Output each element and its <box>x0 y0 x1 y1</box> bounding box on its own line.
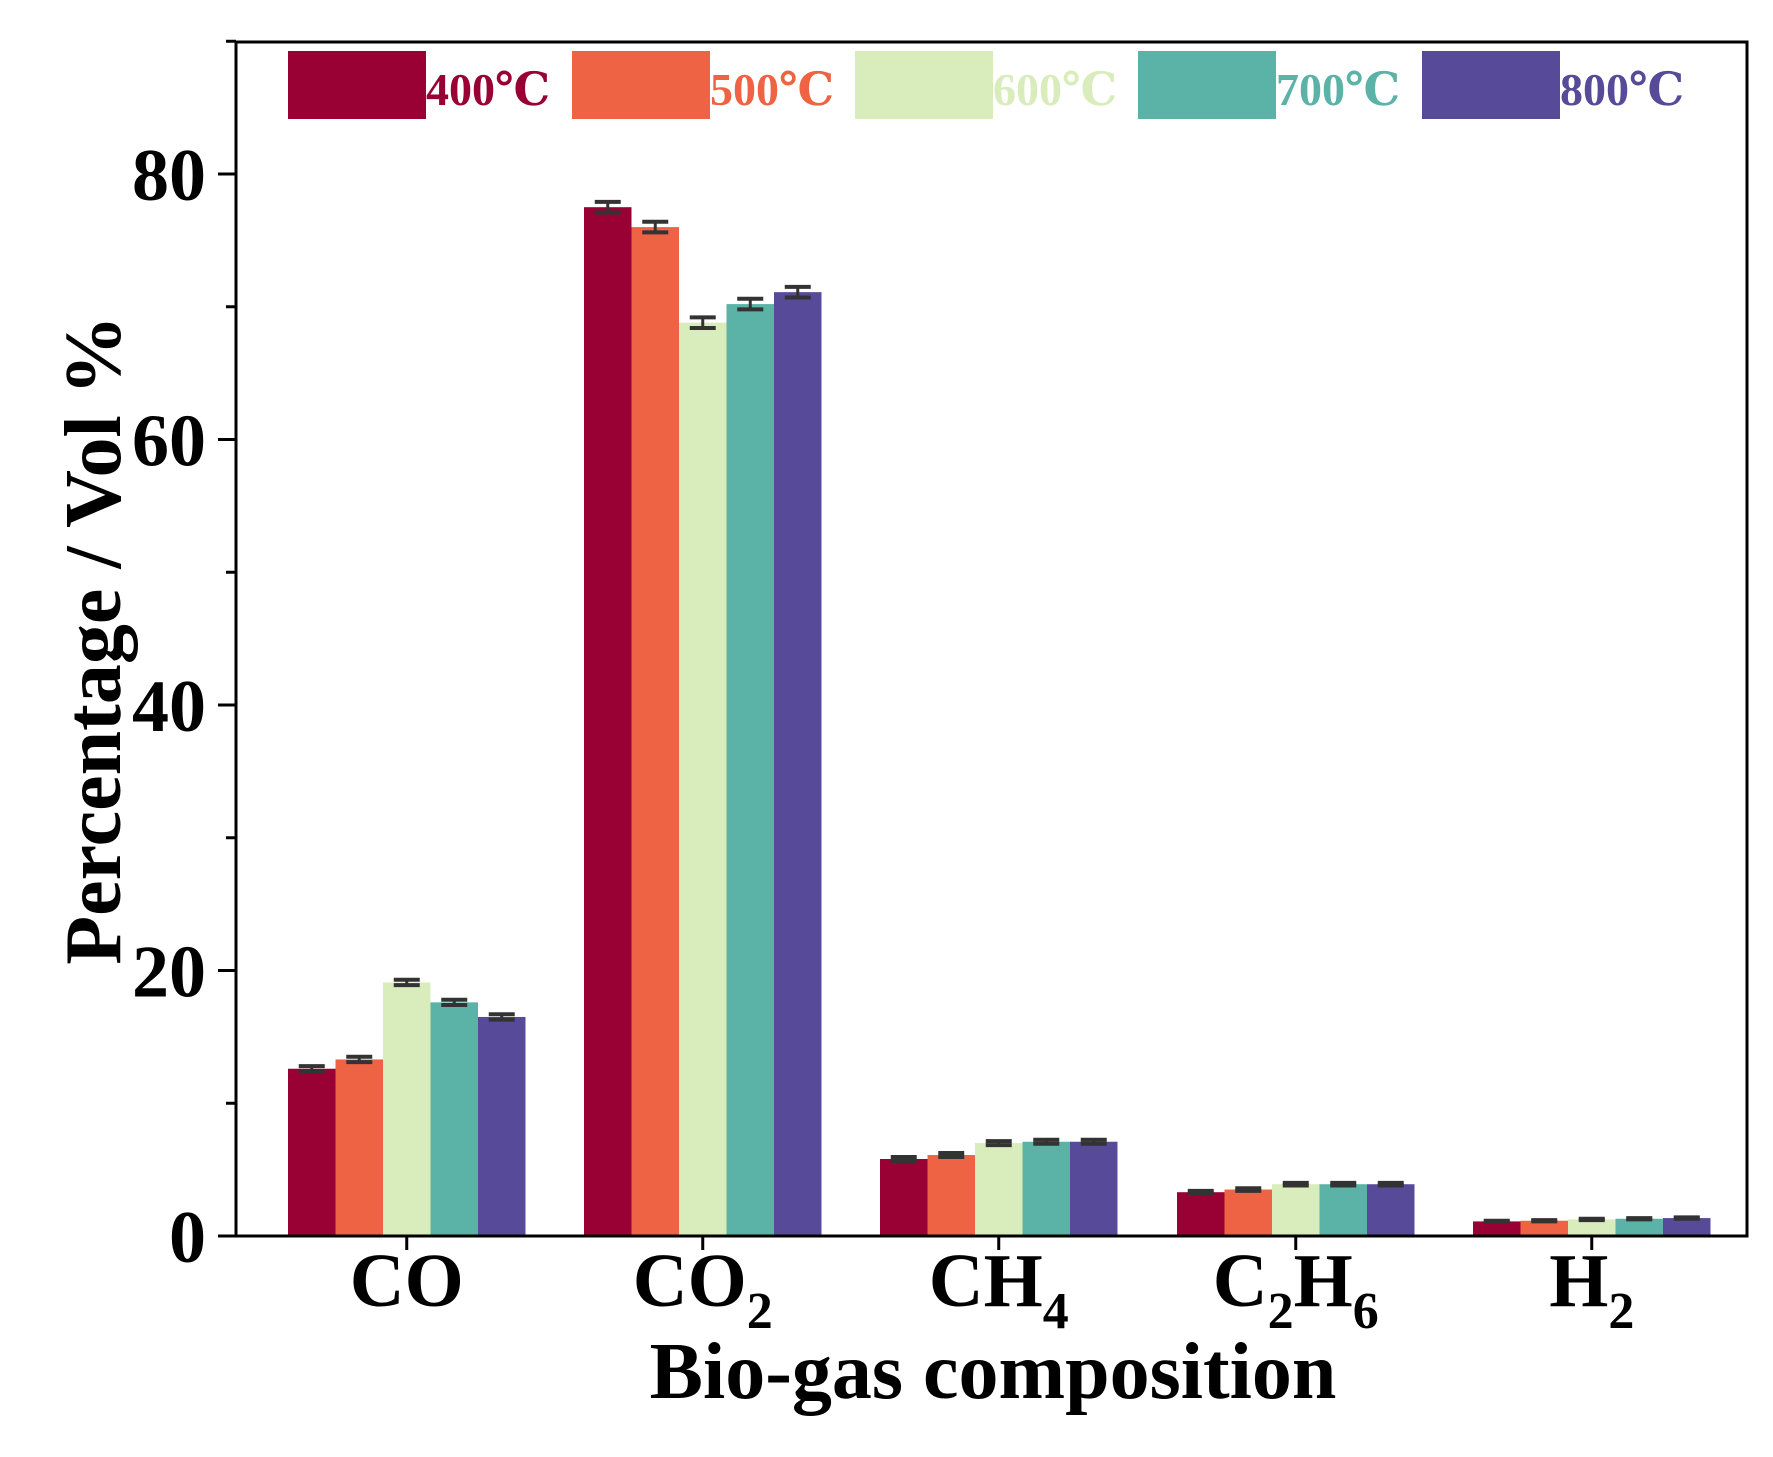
legend-label: 500℃ <box>710 64 834 115</box>
error-bar <box>938 1151 965 1160</box>
legend-swatch <box>855 51 993 119</box>
bar-600-cat4 <box>1568 1219 1616 1236</box>
bar-600-cat0 <box>383 982 431 1236</box>
error-bar <box>784 284 811 300</box>
bar-700-cat4 <box>1615 1218 1663 1236</box>
bar-800-cat0 <box>478 1016 526 1236</box>
x-category-label: H2 <box>1549 1239 1634 1340</box>
legend-label: 700℃ <box>1276 64 1400 115</box>
legend: 400℃ 500℃ 600℃ 700℃ 800℃ <box>288 51 1684 119</box>
legend-label: 800℃ <box>1560 64 1684 115</box>
bar-400-cat2 <box>880 1159 928 1236</box>
error-bar <box>594 199 621 215</box>
bar-700-cat3 <box>1319 1184 1367 1236</box>
legend-swatch <box>1422 51 1560 119</box>
bar-400-cat0 <box>288 1068 336 1236</box>
bar-500-cat4 <box>1520 1220 1568 1236</box>
bar-600-cat2 <box>975 1143 1023 1236</box>
x-category-label: CO <box>350 1239 464 1323</box>
bar-400-cat3 <box>1177 1192 1225 1236</box>
bar-500-cat3 <box>1224 1189 1272 1236</box>
error-bar <box>689 315 716 330</box>
bar-700-cat1 <box>726 304 774 1237</box>
bar-800-cat3 <box>1367 1184 1415 1236</box>
y-axis-title: Percentage / Vol % <box>50 315 138 965</box>
bar-500-cat0 <box>335 1059 383 1236</box>
legend-label: 600℃ <box>993 64 1117 115</box>
error-bar <box>1531 1218 1558 1224</box>
x-category-label: C2H6 <box>1213 1239 1379 1340</box>
bar-800-cat4 <box>1663 1218 1711 1236</box>
bar-600-cat3 <box>1272 1184 1320 1236</box>
error-bar <box>1282 1180 1309 1188</box>
bar-500-cat2 <box>927 1155 975 1236</box>
error-bar <box>441 997 468 1008</box>
y-tick-label: 40 <box>132 666 206 748</box>
error-bar <box>1377 1180 1404 1188</box>
axes: 0 20 40 60 80 CO CO2 CH4 C2H6 H2 <box>132 39 1749 1340</box>
bar-700-cat2 <box>1022 1141 1070 1236</box>
error-bar <box>1187 1188 1214 1196</box>
error-bar <box>1673 1215 1700 1221</box>
bars-layer <box>288 207 1711 1237</box>
error-bars-layer <box>298 199 1700 1225</box>
bar-400-cat1 <box>584 207 632 1236</box>
legend-item-600: 600℃ <box>855 51 1117 119</box>
y-tick-label: 60 <box>132 401 206 483</box>
y-tick-label: 20 <box>132 932 206 1014</box>
error-bar <box>890 1155 917 1163</box>
error-bar <box>488 1012 515 1022</box>
error-bar <box>1626 1216 1653 1222</box>
error-bar <box>346 1054 373 1065</box>
error-bar <box>1033 1137 1060 1146</box>
bar-800-cat2 <box>1070 1141 1118 1236</box>
legend-swatch <box>572 51 710 119</box>
bar-700-cat0 <box>430 1002 478 1236</box>
plot-frame <box>234 40 1749 1238</box>
legend-swatch <box>1138 51 1276 119</box>
error-bar <box>1578 1216 1605 1223</box>
legend-item-400: 400℃ <box>288 51 550 119</box>
error-bar <box>1330 1180 1357 1188</box>
y-tick-label: 0 <box>169 1197 206 1279</box>
legend-swatch <box>288 51 426 119</box>
legend-label: 400℃ <box>426 64 550 115</box>
legend-item-800: 800℃ <box>1422 51 1684 119</box>
error-bar <box>393 977 420 988</box>
bar-800-cat1 <box>774 292 822 1237</box>
bar-500-cat1 <box>631 227 679 1237</box>
x-category-label: CO2 <box>633 1239 773 1340</box>
error-bar <box>985 1139 1012 1148</box>
error-bar <box>1483 1218 1510 1225</box>
x-category-label: CH4 <box>929 1239 1069 1340</box>
legend-item-700: 700℃ <box>1138 51 1400 119</box>
legend-item-500: 500℃ <box>572 51 834 119</box>
error-bar <box>1080 1137 1107 1146</box>
bar-600-cat1 <box>679 322 727 1236</box>
error-bar <box>298 1064 325 1074</box>
error-bar <box>642 219 669 235</box>
error-bar <box>737 296 764 312</box>
x-axis-title: Bio-gas composition <box>650 1328 1337 1416</box>
error-bar <box>1235 1186 1262 1193</box>
bar-400-cat4 <box>1473 1221 1521 1236</box>
y-tick-label: 80 <box>132 135 206 217</box>
